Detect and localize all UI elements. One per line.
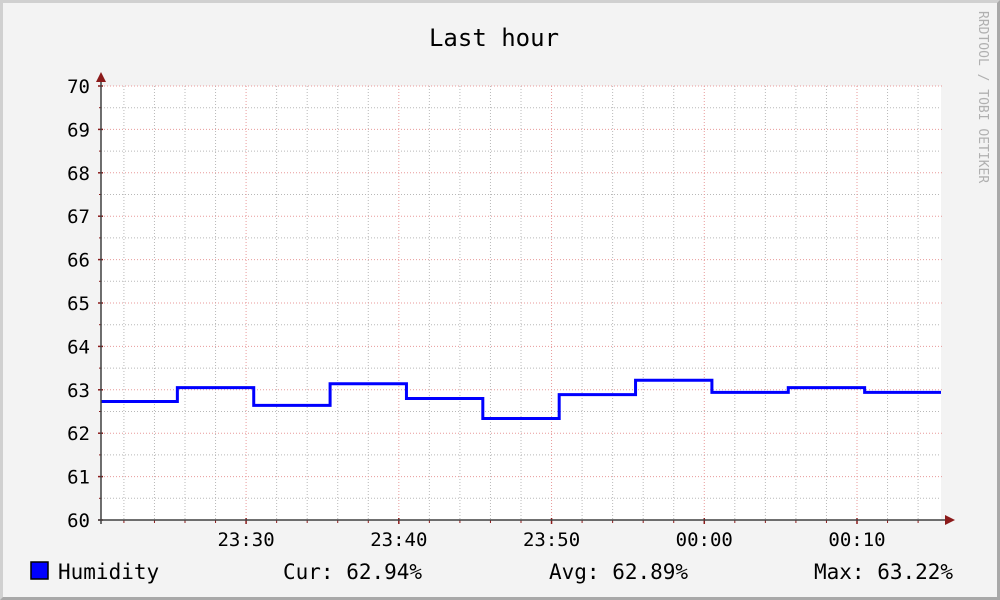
chart-title: Last hour — [429, 24, 559, 52]
rrdtool-watermark: RRDTOOL / TOBI OETIKER — [975, 11, 990, 183]
legend-max-value: Max: 63.22% — [814, 560, 953, 584]
major-grid — [98, 85, 943, 524]
x-tick-label: 23:30 — [217, 529, 274, 551]
y-tick-label: 62 — [67, 423, 90, 445]
y-tick-label: 69 — [67, 119, 90, 141]
y-tick-label: 64 — [67, 336, 90, 358]
y-tick-label: 63 — [67, 380, 90, 402]
legend-cur-value: Cur: 62.94% — [283, 560, 422, 584]
series-line-humidity — [101, 378, 941, 420]
axes — [96, 72, 955, 525]
legend-label-humidity: Humidity — [58, 560, 159, 584]
y-tick-label: 65 — [67, 293, 90, 315]
y-tick-label: 60 — [67, 510, 90, 532]
y-tick-labels: 60 61 62 63 64 65 66 67 68 69 70 — [67, 76, 90, 532]
x-tick-label: 23:50 — [523, 529, 580, 551]
x-tick-labels: 23:30 23:40 23:50 00:00 00:10 — [217, 529, 885, 551]
x-axis-arrow-icon — [945, 515, 955, 525]
x-tick-label: 23:40 — [370, 529, 427, 551]
series-layer — [101, 378, 941, 420]
y-tick-label: 61 — [67, 467, 90, 489]
y-tick-label: 70 — [67, 76, 90, 98]
y-tick-label: 66 — [67, 250, 90, 272]
y-axis-arrow-icon — [96, 72, 106, 82]
x-tick-label: 00:10 — [828, 529, 885, 551]
legend-avg-value: Avg: 62.89% — [549, 560, 688, 584]
legend-swatch-humidity — [30, 561, 49, 580]
humidity-chart: 60 61 62 63 64 65 66 67 68 69 70 23:30 23:40 23:50 00… — [30, 11, 990, 584]
x-tick-label: 00:00 — [676, 529, 733, 551]
y-tick-label: 68 — [67, 163, 90, 185]
y-tick-label: 67 — [67, 206, 90, 228]
